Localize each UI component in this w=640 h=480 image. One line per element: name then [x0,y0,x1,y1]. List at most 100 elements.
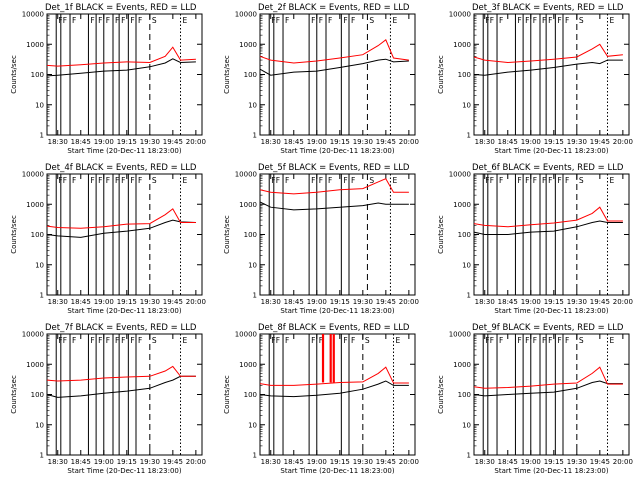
y-tick-label: 1000 [239,201,257,209]
y-tick-label: 10000 [235,331,257,339]
lld-spike [321,334,325,383]
y-tick-label: 10000 [22,331,44,339]
x-tick-label: 19:00 [307,298,327,306]
event-marker-label: F [285,16,289,25]
x-tick-label: 19:30 [567,138,587,146]
y-axis-label: Counts/sec [437,55,445,94]
event-marker-label: F [130,336,134,345]
y-tick-label: 10000 [235,171,257,179]
event-marker-label: F [98,336,102,345]
event-marker-label: F [328,176,332,185]
events-series-line [473,380,623,397]
detector-panel: Det_3f BLACK = Events, RED = LLD 1 10 100 10… [437,3,633,155]
x-tick-label: 18:30 [261,458,281,466]
x-tick-label: 19:45 [163,458,183,466]
x-tick-label: 20:00 [186,298,206,306]
x-tick-label: 19:30 [140,298,160,306]
event-marker-label: F [542,16,546,25]
event-marker-label: F [343,16,347,25]
x-tick-label: 20:00 [613,298,633,306]
event-marker-label: S [369,16,374,25]
y-tick-label: 1 [253,452,257,460]
event-marker-label: F [351,336,355,345]
event-marker-label: F [490,176,494,185]
x-tick-label: 20:00 [186,138,206,146]
y-tick-label: 10000 [22,11,44,19]
event-marker-label: E [392,16,397,25]
event-marker-label: E [183,16,188,25]
detector-panel: Det_4f BLACK = Events, RED = LLD 1 10 100 10… [10,163,206,315]
panel-title: Det_5f BLACK = Events, RED = LLD [258,163,410,173]
panel-title: Det_3f BLACK = Events, RED = LLD [472,3,624,13]
y-tick-label: 1 [467,132,471,140]
detector-panel: Det_5f BLACK = Events, RED = LLD 1 10 100 10… [223,163,419,315]
lld-series-line [473,43,623,64]
x-tick-label: 18:30 [48,298,68,306]
y-tick-label: 1000 [239,41,257,49]
event-marker-label: E [183,336,188,345]
event-marker-label: F [565,16,569,25]
event-marker-label: F [565,176,569,185]
events-series-line [46,219,196,238]
x-tick-label: 18:45 [284,138,304,146]
event-marker-label: S [152,176,157,185]
x-tick-label: 19:45 [590,138,610,146]
event-marker-label: E [392,176,397,185]
x-tick-label: 20:00 [186,458,206,466]
y-tick-label: 10000 [449,171,471,179]
event-marker-label: S [152,336,157,345]
x-tick-label: 19:00 [307,138,327,146]
y-axis-label: Counts/sec [10,375,18,414]
y-tick-label: 10 [248,101,257,109]
y-tick-label: 1000 [26,201,44,209]
event-marker-label: F [499,176,503,185]
x-tick-label: 20:00 [613,458,633,466]
event-marker-label: F [121,176,125,185]
lld-series-line [473,206,623,228]
x-axis-label: Start Time (20-Dec-11 18:23:00) [67,147,181,155]
panel-title: Det_4f BLACK = Events, RED = LLD [45,163,197,173]
event-marker-label: S [579,16,584,25]
x-tick-label: 19:45 [163,138,183,146]
x-tick-label: 18:45 [498,298,518,306]
event-marker-label: F [90,176,94,185]
event-marker-label: F [138,176,142,185]
y-tick-label: 100 [458,71,471,79]
x-tick-label: 19:15 [117,138,137,146]
event-marker-label: F [138,336,142,345]
event-marker-label: E [610,336,615,345]
event-marker-label: F [276,16,280,25]
x-tick-label: 19:45 [163,298,183,306]
x-tick-label: 20:00 [613,138,633,146]
event-marker-label: S [579,336,584,345]
event-marker-label: E [183,176,188,185]
y-tick-label: 100 [458,231,471,239]
event-marker-label: F [115,336,119,345]
event-marker-label: F [130,16,134,25]
events-series-line [259,58,409,76]
y-tick-label: 100 [31,231,44,239]
x-axis-label: Start Time (20-Dec-11 18:23:00) [494,307,608,315]
events-series-line [259,380,409,398]
x-axis-label: Start Time (20-Dec-11 18:23:00) [494,147,608,155]
event-marker-label: F [351,16,355,25]
lld-spike [332,334,335,383]
panel-title: Det_2f BLACK = Events, RED = LLD [258,3,410,13]
x-tick-label: 19:45 [590,458,610,466]
y-axis-label: Counts/sec [10,215,18,254]
x-tick-label: 19:15 [330,138,350,146]
y-tick-label: 100 [244,391,257,399]
y-tick-label: 10 [248,261,257,269]
x-tick-label: 19:00 [307,458,327,466]
y-tick-label: 10 [248,421,257,429]
event-marker-label: F [319,336,323,345]
event-marker-label: F [106,336,110,345]
event-marker-label: F [542,176,546,185]
events-series-line [259,201,409,211]
x-tick-label: 18:45 [498,458,518,466]
y-axis-label: Counts/sec [437,375,445,414]
x-tick-label: 18:45 [498,138,518,146]
x-tick-label: 19:00 [521,458,541,466]
x-axis-label: Start Time (20-Dec-11 18:23:00) [67,307,181,315]
